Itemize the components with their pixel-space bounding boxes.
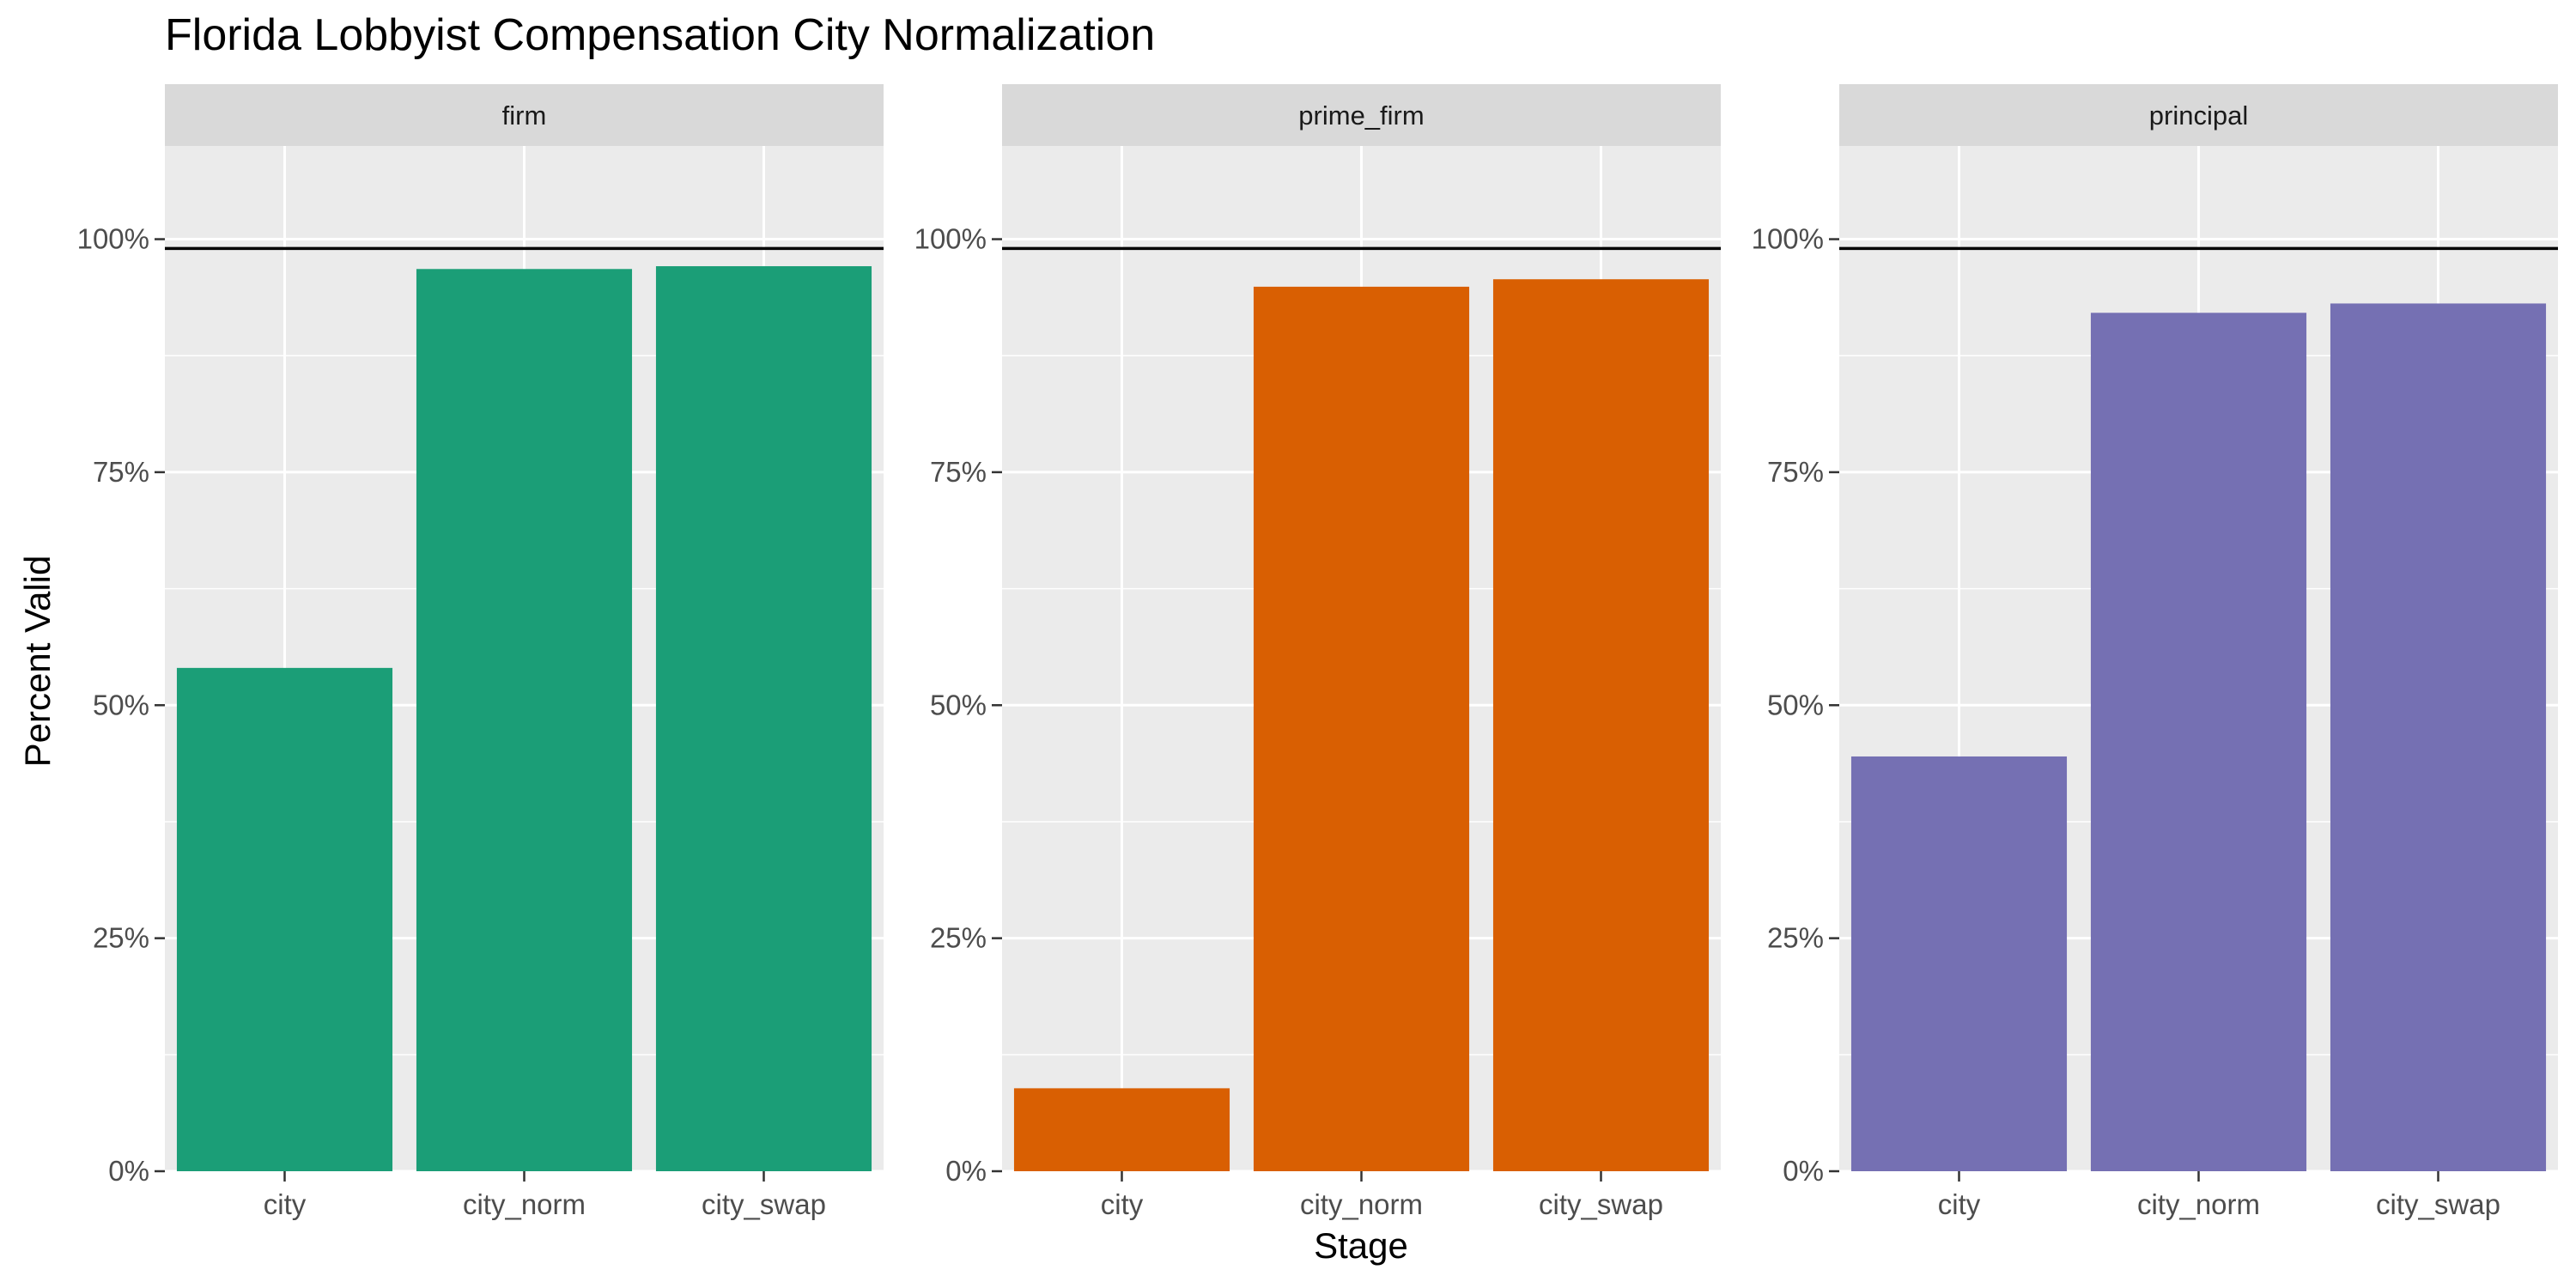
y-axis-title: Percent Valid	[17, 556, 58, 768]
y-tick-label: 50%	[93, 689, 149, 720]
x-tick-label: city_norm	[1300, 1188, 1423, 1220]
y-tick-label: 50%	[1767, 689, 1824, 720]
y-tick-label: 75%	[1767, 456, 1824, 488]
y-tick-label: 100%	[1752, 223, 1824, 255]
x-tick-label: city	[264, 1188, 307, 1220]
y-tick-label: 25%	[930, 922, 987, 954]
facet-strip	[1002, 84, 1721, 146]
x-tick-label: city_swap	[702, 1188, 826, 1220]
y-tick-label: 25%	[1767, 922, 1824, 954]
x-tick-label: city	[1938, 1188, 1981, 1220]
facet-strip-label: prime_firm	[1298, 100, 1424, 131]
facet-panels: firm 0% 25% 50% 75% 100% city city_norm city_swa…	[77, 84, 2558, 1220]
y-tick-label: 75%	[930, 456, 987, 488]
bar-prime_firm-city_norm	[1253, 286, 1470, 1172]
x-tick-label: city_norm	[2137, 1188, 2260, 1220]
y-tick-label: 25%	[93, 922, 149, 954]
y-tick-label: 100%	[914, 223, 987, 255]
facet-strip-label: principal	[2149, 100, 2248, 131]
y-tick-label: 100%	[77, 223, 149, 255]
x-axis-title: Stage	[1314, 1225, 1408, 1266]
facet-strip	[1839, 84, 2558, 146]
chart-title: Florida Lobbyist Compensation City Norma…	[165, 10, 1155, 60]
y-tick-label: 0%	[108, 1155, 149, 1187]
bar-prime_firm-city_swap	[1492, 279, 1710, 1172]
bar-firm-city	[176, 667, 393, 1171]
x-tick-label: city_swap	[2376, 1188, 2500, 1220]
bar-principal-city_swap	[2330, 303, 2547, 1172]
bar-firm-city_norm	[416, 269, 633, 1171]
y-tick-label: 50%	[930, 689, 987, 720]
y-tick-label: 0%	[1783, 1155, 1824, 1187]
x-tick-label: city_norm	[463, 1188, 586, 1220]
facet-strip	[165, 84, 884, 146]
bar-principal-city_norm	[2090, 313, 2307, 1171]
bar-prime_firm-city	[1013, 1088, 1230, 1171]
y-tick-label: 75%	[93, 456, 149, 488]
y-tick-label: 0%	[945, 1155, 987, 1187]
bar-firm-city_swap	[655, 266, 872, 1171]
x-tick-label: city_swap	[1539, 1188, 1663, 1220]
facet-strip-label: firm	[502, 100, 547, 131]
bar-principal-city	[1850, 756, 2068, 1171]
x-tick-label: city	[1101, 1188, 1144, 1220]
